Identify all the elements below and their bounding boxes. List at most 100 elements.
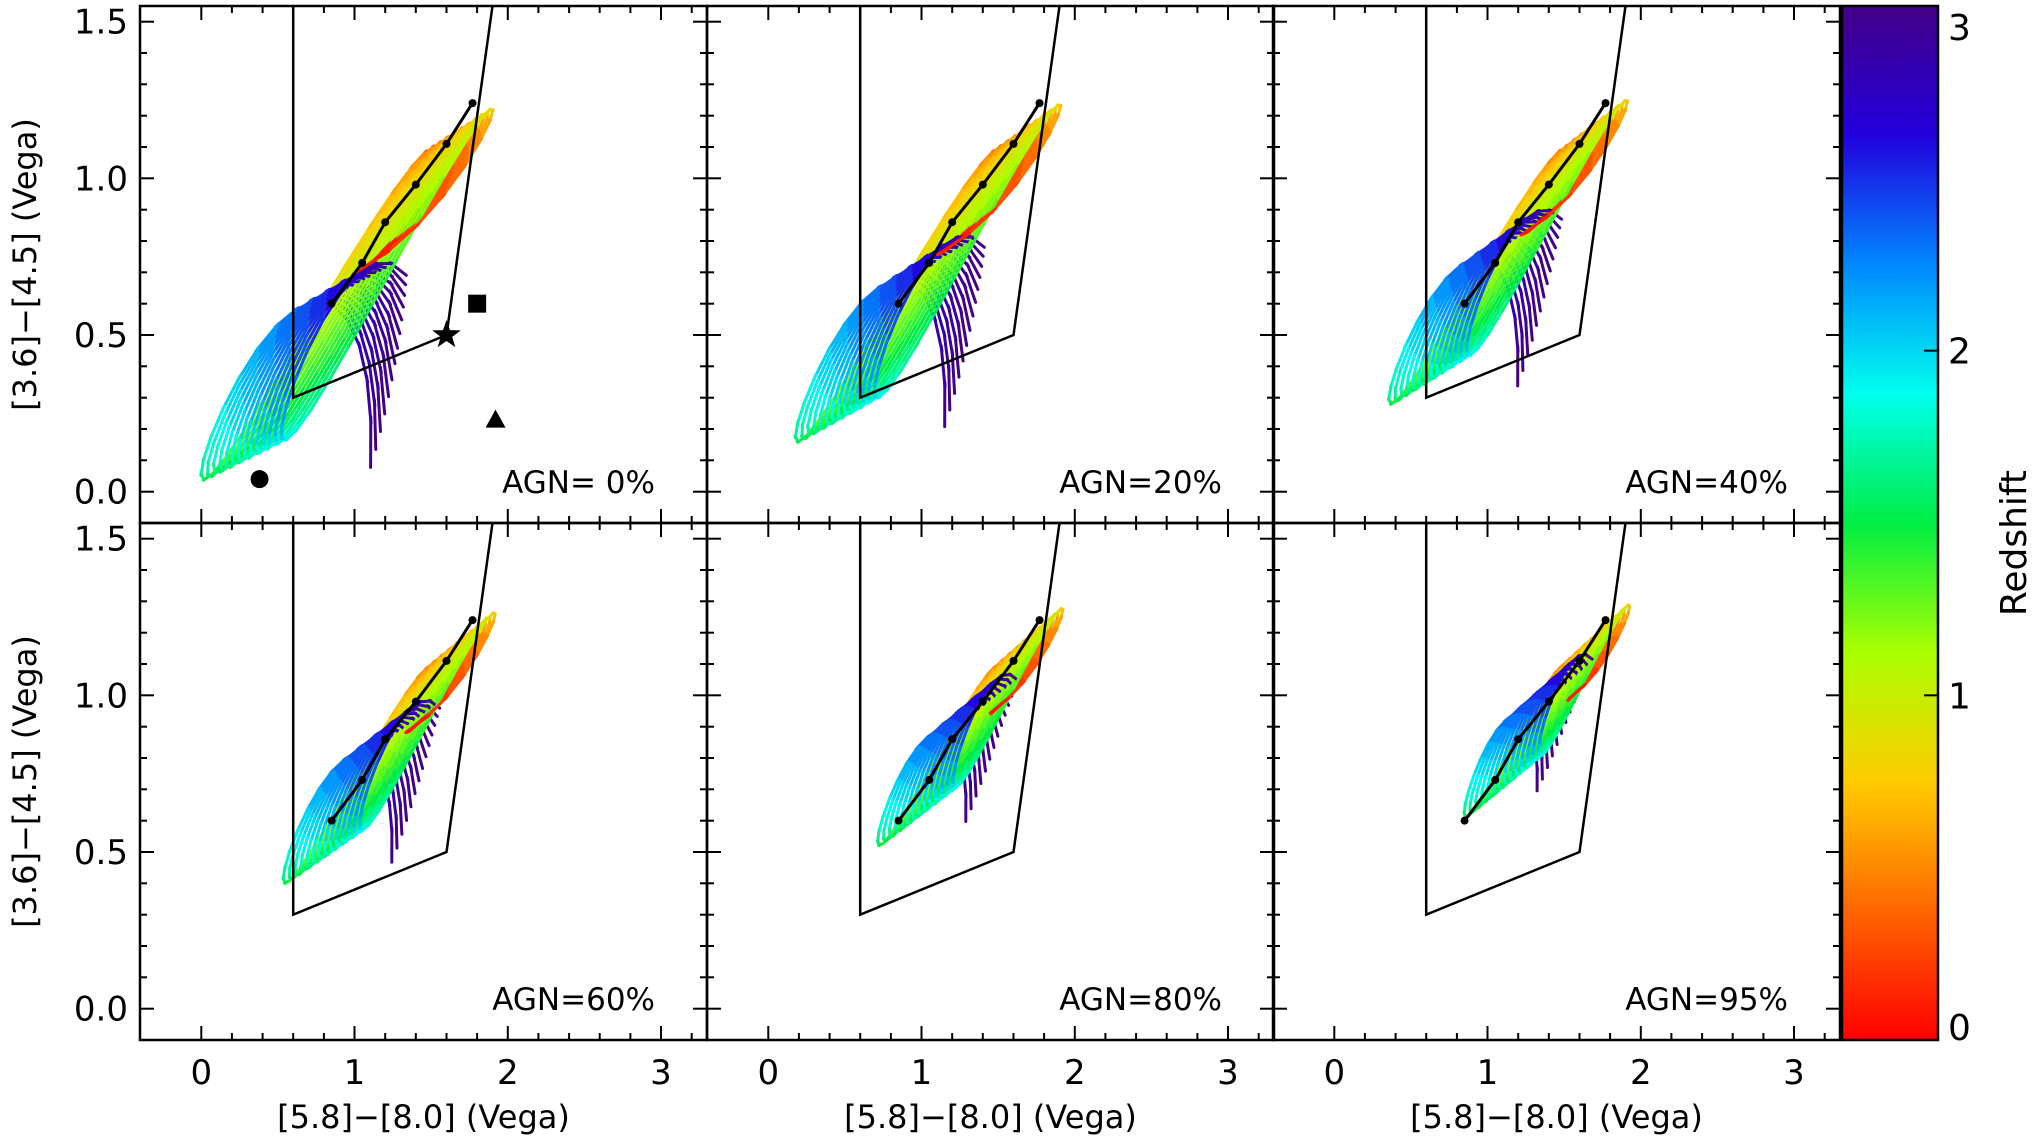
x-tick-label: 2 — [1064, 1053, 1086, 1093]
track-segment — [1589, 121, 1609, 153]
track-segment — [420, 169, 449, 217]
track-segment — [390, 193, 422, 243]
track-segment — [947, 364, 952, 412]
agn-fraction-label: AGN=60% — [492, 982, 655, 1018]
track-segment — [372, 398, 378, 451]
track-segment — [955, 196, 984, 243]
power-law-point — [1575, 656, 1584, 665]
panel-agn-40: AGN=40% — [1271, 4, 1842, 525]
power-law-point — [381, 218, 390, 227]
redshift-colorbar: 0 1 2 3 Redshift — [1840, 4, 2035, 1049]
track-segment — [405, 677, 425, 707]
track-segment — [932, 198, 961, 241]
power-law-point — [381, 735, 390, 744]
track-segment — [413, 146, 434, 171]
track-segment — [211, 443, 220, 467]
track-segment — [262, 377, 279, 413]
track-segment — [932, 314, 944, 353]
power-law-point — [1035, 99, 1044, 108]
track-segment — [477, 107, 492, 124]
y-tick-label: 0.0 — [74, 473, 128, 513]
track-segment — [343, 227, 377, 279]
panel-content — [1424, 523, 1631, 917]
track-segment — [981, 150, 1004, 182]
track-segment — [351, 250, 384, 305]
track-segment — [1488, 246, 1515, 289]
track-segment — [1573, 133, 1594, 164]
track-segment — [439, 136, 464, 172]
track-segment — [1507, 190, 1533, 228]
colorbar-gradient — [1840, 4, 1940, 1042]
track-segment — [222, 381, 242, 419]
panel-agn-20: AGN=20% — [705, 4, 1276, 525]
power-law-point — [1514, 218, 1523, 227]
track-segment — [1558, 139, 1576, 162]
track-segment — [376, 381, 382, 433]
track-segment — [942, 330, 951, 373]
track-segment — [1548, 147, 1567, 173]
track-segment — [257, 363, 277, 401]
x-tick-label: 2 — [497, 1053, 519, 1093]
track-segment — [1516, 300, 1524, 339]
track-segment — [390, 163, 416, 195]
track-segment — [405, 153, 430, 186]
track-segment — [358, 329, 372, 369]
track-segment — [424, 145, 449, 181]
colorbar-tick-label: 2 — [1948, 332, 1971, 373]
track-segment — [275, 354, 294, 392]
power-law-point — [978, 180, 987, 189]
track-segment — [426, 663, 446, 695]
track-segment — [261, 411, 271, 438]
power-law-point — [327, 299, 336, 308]
track-segment — [946, 304, 958, 343]
power-law-point — [1460, 816, 1469, 825]
track-segment — [451, 126, 474, 159]
track-segment — [958, 306, 969, 347]
track-segment — [948, 292, 961, 328]
track-segment — [1578, 132, 1600, 166]
track-segment — [386, 310, 400, 350]
y-tick-label: 1.5 — [74, 520, 128, 560]
track-segment — [1594, 114, 1612, 140]
track-segment — [1553, 175, 1578, 217]
track-segment — [1567, 144, 1590, 180]
track-segment — [322, 286, 356, 341]
track-segment — [453, 122, 471, 142]
track-segment — [387, 299, 402, 336]
track-segment — [417, 163, 446, 209]
x-tick-label: 0 — [1323, 1053, 1345, 1093]
track-segment — [404, 178, 434, 226]
power-law-point — [925, 775, 934, 784]
track-segment — [1513, 313, 1520, 353]
track-segment — [373, 298, 390, 331]
track-segment — [230, 402, 245, 436]
colorbar-tick-label: 1 — [1948, 676, 1971, 717]
power-law-point — [1009, 139, 1018, 148]
panel-content — [1387, 6, 1629, 406]
agn-wedge — [1424, 6, 1627, 400]
track-segment — [965, 262, 980, 291]
x-tick-label: 2 — [1630, 1053, 1652, 1093]
track-segment — [919, 212, 949, 257]
x-tick-label: 0 — [190, 1053, 212, 1093]
x-tick-label: 1 — [1477, 1053, 1499, 1093]
track-segment — [432, 663, 452, 696]
power-law-point — [468, 99, 477, 108]
track-segment — [248, 393, 263, 427]
track-segment — [243, 420, 253, 447]
power-law-line — [330, 102, 474, 305]
track-segment — [1534, 208, 1560, 252]
power-law-point — [468, 616, 477, 625]
track-segment — [915, 279, 943, 326]
track-segment — [371, 250, 403, 305]
track-segment — [1505, 235, 1531, 278]
track-segment — [242, 379, 260, 416]
track-segment — [1013, 124, 1031, 147]
power-law-line — [1463, 102, 1607, 305]
colorbar-tick-label: 3 — [1948, 8, 1971, 49]
track-segment — [224, 388, 243, 425]
power-law-point — [894, 816, 903, 825]
track-segment — [260, 370, 277, 407]
track-segment — [389, 690, 410, 719]
track-segment — [855, 342, 870, 376]
